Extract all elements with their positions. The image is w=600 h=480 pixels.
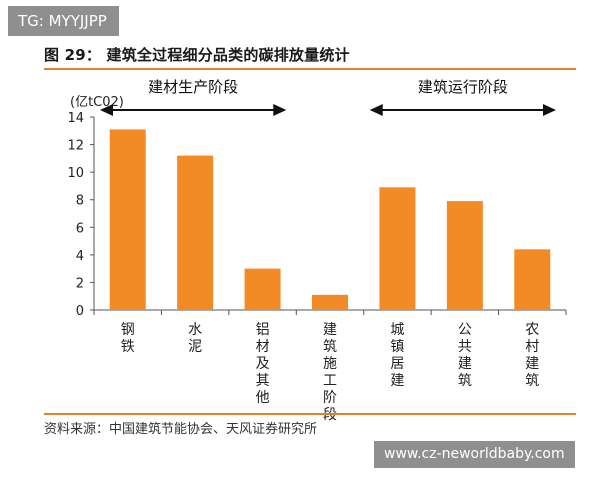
y-tick-label: 2 [76, 276, 84, 291]
bar [244, 268, 281, 310]
bar [312, 294, 348, 310]
annotation-arrow-right-head [273, 104, 287, 116]
y-tick-label: 8 [76, 194, 84, 209]
annotation-arrow-left-head [369, 104, 383, 116]
annotation-label: 建材生产阶段 [148, 78, 238, 96]
x-tick-label: 建筑施工阶段 [323, 322, 337, 423]
bar [379, 187, 416, 310]
annotation-label: 建筑运行阶段 [418, 78, 508, 96]
x-tick-label: 钢铁 [121, 322, 135, 355]
y-tick-label: 6 [76, 221, 84, 236]
bar [514, 249, 551, 310]
bar [446, 201, 483, 310]
x-tick-label: 城镇居建 [390, 322, 404, 389]
annotation-arrow-left-head [100, 104, 113, 116]
title-rule [44, 68, 576, 70]
bar [177, 155, 214, 310]
x-tick-label: 铝材及其他 [256, 322, 270, 406]
y-tick-label: 4 [76, 249, 84, 264]
figure-title: 图 29： 建筑全过程细分品类的碳排放量统计 [44, 46, 350, 64]
y-tick-label: 12 [67, 139, 84, 154]
source-note: 资料来源：中国建筑节能协会、天风证券研究所 [44, 422, 318, 437]
annotation-arrow-right-head [543, 104, 556, 116]
watermark-bottom: www.cz-neworldbaby.com [374, 441, 575, 468]
watermark-top: TG: MYYJJPP [8, 6, 119, 36]
y-axis-label: (亿tC02) [70, 95, 124, 110]
y-tick-label: 0 [76, 304, 84, 319]
x-tick-label: 水泥 [188, 322, 202, 355]
y-tick-label: 10 [67, 166, 84, 181]
source-rule [44, 413, 576, 415]
x-tick-label: 公共建筑 [458, 322, 472, 389]
bar [109, 129, 146, 310]
x-tick-label: 农村建筑 [525, 322, 539, 389]
y-tick-label: 14 [67, 111, 84, 126]
